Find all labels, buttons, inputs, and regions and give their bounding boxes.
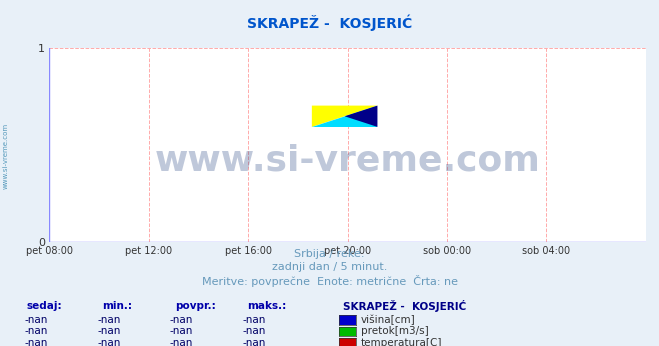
Text: temperatura[C]: temperatura[C]	[361, 338, 443, 346]
Text: min.:: min.:	[102, 301, 132, 311]
Text: -nan: -nan	[242, 327, 266, 336]
Text: -nan: -nan	[97, 315, 121, 325]
Text: maks.:: maks.:	[247, 301, 287, 311]
Text: -nan: -nan	[24, 315, 48, 325]
Text: Srbija / reke.: Srbija / reke.	[295, 249, 364, 259]
Text: www.si-vreme.com: www.si-vreme.com	[2, 122, 9, 189]
Text: SKRAPEŽ -  KOSJERIĆ: SKRAPEŽ - KOSJERIĆ	[247, 14, 412, 31]
Text: povpr.:: povpr.:	[175, 301, 215, 311]
Text: -nan: -nan	[169, 315, 193, 325]
Text: -nan: -nan	[24, 338, 48, 346]
Polygon shape	[312, 106, 378, 127]
Text: Meritve: povprečne  Enote: metrične  Črta: ne: Meritve: povprečne Enote: metrične Črta:…	[202, 275, 457, 286]
Text: -nan: -nan	[97, 327, 121, 336]
Text: -nan: -nan	[242, 338, 266, 346]
Text: -nan: -nan	[169, 338, 193, 346]
Polygon shape	[345, 106, 378, 127]
Text: sedaj:: sedaj:	[26, 301, 62, 311]
Text: SKRAPEŽ -  KOSJERIĆ: SKRAPEŽ - KOSJERIĆ	[343, 300, 466, 312]
Polygon shape	[312, 106, 378, 127]
Text: -nan: -nan	[242, 315, 266, 325]
Text: višina[cm]: višina[cm]	[361, 315, 416, 325]
Text: pretok[m3/s]: pretok[m3/s]	[361, 327, 429, 336]
Text: www.si-vreme.com: www.si-vreme.com	[155, 144, 540, 178]
Text: -nan: -nan	[169, 327, 193, 336]
Text: -nan: -nan	[24, 327, 48, 336]
Text: -nan: -nan	[97, 338, 121, 346]
Text: zadnji dan / 5 minut.: zadnji dan / 5 minut.	[272, 263, 387, 272]
